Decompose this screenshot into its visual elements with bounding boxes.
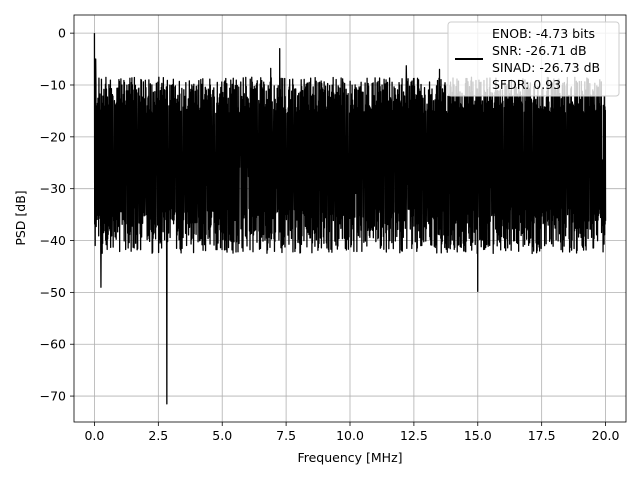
x-tick-label: 17.5 [528, 428, 556, 443]
psd-series [93, 33, 607, 405]
y-tick-label: −10 [40, 77, 66, 92]
axis-ticks: 0.0 2.5 5.0 7.5 10.0 12.5 15.0 17.5 20.0 0 −10 −20 −… [40, 26, 620, 443]
legend-entry-sinad: SINAD: -26.73 dB [492, 60, 600, 75]
y-tick-label: −40 [40, 233, 66, 248]
legend-entry-enob: ENOB: -4.73 bits [492, 26, 595, 41]
y-tick-label: −70 [40, 389, 66, 404]
x-tick-label: 20.0 [592, 428, 620, 443]
y-tick-label: −20 [40, 129, 66, 144]
x-tick-label: 2.5 [148, 428, 168, 443]
x-tick-label: 10.0 [336, 428, 364, 443]
x-tick-label: 0.0 [84, 428, 104, 443]
legend: ENOB: -4.73 bits SNR: -26.71 dB SINAD: -… [447, 21, 620, 97]
y-tick-label: −50 [40, 285, 66, 300]
x-tick-label: 7.5 [276, 428, 296, 443]
y-tick-label: 0 [58, 26, 66, 41]
y-tick-label: −30 [40, 181, 66, 196]
x-axis-label: Frequency [MHz] [297, 450, 402, 465]
x-tick-label: 12.5 [400, 428, 428, 443]
y-axis-label: PSD [dB] [13, 190, 28, 245]
legend-box [447, 21, 620, 97]
y-tick-label: −60 [40, 337, 66, 352]
legend-entry-sfdr: SFDR: 0.93 [492, 77, 561, 92]
x-tick-label: 15.0 [464, 428, 492, 443]
legend-entry-snr: SNR: -26.71 dB [492, 43, 587, 58]
psd-line [93, 33, 607, 405]
x-tick-label: 5.0 [212, 428, 232, 443]
